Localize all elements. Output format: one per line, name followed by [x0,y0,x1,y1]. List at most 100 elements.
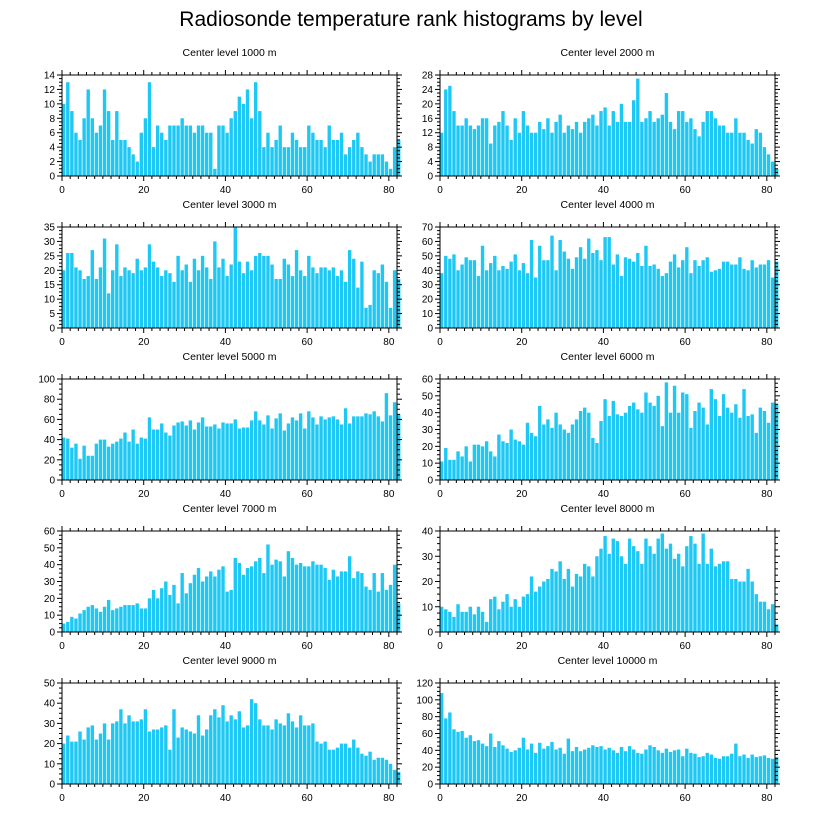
bar [127,441,131,480]
bar [599,421,603,480]
bar [164,725,168,784]
bar [697,265,701,328]
bar [734,264,738,328]
y-tick-label: 40 [422,527,434,538]
bar [587,412,591,480]
x-tick-label: 40 [598,337,610,348]
bar [160,423,164,480]
bar [98,267,103,328]
bar [448,712,452,784]
bar [172,125,176,176]
y-tick-label: 10 [422,459,434,470]
bar [619,746,624,784]
bar [278,723,282,784]
bar [155,125,160,176]
bar [754,594,758,633]
bar [750,414,754,480]
bar [237,96,242,176]
bar [225,591,229,632]
bar [331,267,336,328]
bar [460,264,464,328]
bar [376,273,380,328]
bar [640,265,644,328]
bar [327,125,331,176]
bar [270,264,274,328]
bar [335,139,340,176]
bar [460,125,464,176]
bar [127,605,131,632]
bar [533,132,538,176]
bar [501,265,505,328]
bar [521,737,526,784]
bar [258,557,262,632]
bar [74,741,78,784]
bar [460,611,464,632]
bar [725,756,730,784]
bar [591,576,595,632]
x-tick-label: 80 [761,185,773,196]
bar [62,270,66,328]
x-tick-label: 60 [302,793,314,804]
bar [376,591,380,632]
bar [578,576,583,632]
bar [164,432,168,480]
bar [746,139,750,176]
panel-title: Center level 10000 m [558,655,658,667]
bar [452,254,456,328]
bar [323,267,327,328]
bar [147,417,152,480]
y-tick-label: 70 [422,223,434,234]
bar [82,739,86,784]
bar [656,268,660,328]
bar [282,430,286,480]
bar [184,593,188,632]
bar [111,270,115,328]
bar [444,448,448,480]
bar [468,461,472,480]
bar [456,604,460,632]
bar [347,556,352,632]
x-tick-label: 20 [138,489,150,500]
bar [533,277,538,328]
y-tick-label: 12 [44,85,56,96]
x-tick-label: 0 [437,185,443,196]
bar [397,414,401,480]
y-tick-label: 10 [422,309,434,320]
bar [578,247,583,328]
x-tick-label: 80 [761,489,773,500]
bar [74,443,78,480]
bar [200,417,205,480]
bar [709,271,714,328]
bar [603,399,607,480]
bar [106,446,111,480]
bar [566,432,571,480]
bar [254,411,258,480]
bar [546,118,550,176]
bar [472,741,477,784]
bar [200,255,205,328]
bar [335,419,340,480]
bar [660,114,664,176]
y-tick-label: 60 [44,415,56,426]
bar [501,111,505,176]
bar [303,566,307,632]
bar [106,600,111,632]
bar [339,424,344,480]
bar [151,147,156,176]
bar [738,417,742,480]
bar [591,114,595,176]
bar [529,743,534,784]
bar [464,257,468,328]
bar [278,413,282,480]
bar [538,405,542,480]
bar [237,562,242,632]
bar [493,255,497,328]
bar [241,103,246,176]
bar [574,419,579,480]
bar [380,264,385,328]
bar [209,715,213,784]
bar [94,132,99,176]
bar [217,125,221,176]
bar [713,399,718,480]
